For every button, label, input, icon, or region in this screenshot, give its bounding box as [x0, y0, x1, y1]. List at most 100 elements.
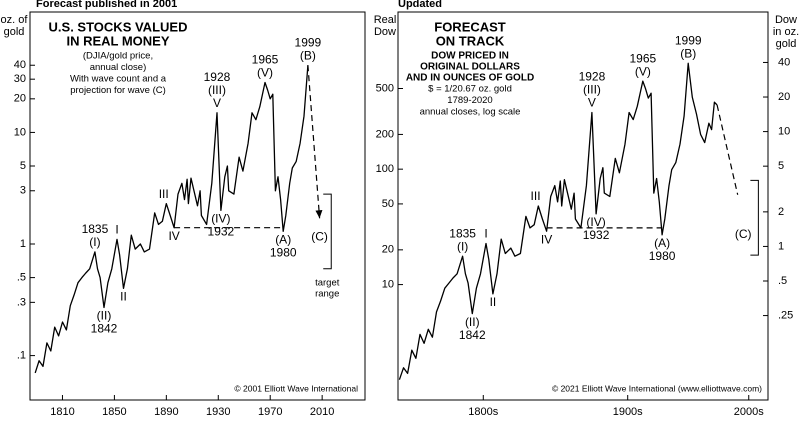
wave-label: 1932 [583, 228, 610, 242]
target-range-label: target [315, 277, 340, 288]
chart-subtitle: ORIGINAL DOLLARS [420, 62, 520, 73]
x-tick-label: 1970 [258, 406, 282, 418]
wave-label: 1999 [675, 33, 702, 47]
y-tick-label: 100 [376, 163, 394, 175]
projection-line [716, 104, 739, 195]
plot-frame [29, 11, 366, 401]
y-tick-label: 5 [20, 160, 26, 172]
y-tick-label: 200 [376, 128, 394, 140]
wave-label: (C) [311, 229, 328, 243]
y-tick-label: 20 [382, 244, 394, 256]
y-tick-label: .3 [17, 296, 26, 308]
wave-label: (II) [465, 315, 480, 329]
wave-label: (II) [97, 309, 112, 323]
y2-tick-label: 10 [778, 125, 790, 137]
x-tick-label: 1900s [613, 406, 643, 418]
y2-tick-label: 2 [778, 206, 784, 218]
wave-label: III [531, 189, 541, 203]
wave-label: 1842 [91, 322, 118, 336]
chart-note: (DJIA/gold price, [83, 51, 153, 62]
y-tick-label: .5 [17, 272, 26, 284]
x-tick-label: 2000s [734, 406, 764, 418]
chart-note: $ = 1/20.67 oz. gold [428, 84, 512, 95]
wave-label: I [115, 223, 118, 237]
x-tick-label: 1930 [206, 406, 230, 418]
y2-tick-label: 1 [778, 240, 784, 252]
wave-label: 1835 [449, 226, 476, 240]
wave-label: IV [541, 232, 552, 246]
y2-tick-label: 20 [778, 91, 790, 103]
y-axis-label: Real [374, 14, 397, 26]
y-tick-label: .1 [17, 350, 26, 362]
wave-label: 1932 [208, 225, 235, 239]
wave-label: 1965 [629, 51, 656, 65]
y-axis-label: gold [4, 26, 25, 38]
copyright: © 2001 Elliott Wave International [234, 383, 358, 393]
y2-tick-label: .25 [778, 309, 793, 321]
y-tick-label: 20 [14, 93, 26, 105]
y2-tick-label: 5 [778, 160, 784, 172]
wave-label: 1928 [579, 70, 606, 84]
y-tick-label: 3 [20, 185, 26, 197]
data-line [34, 65, 309, 374]
wave-label: (B) [300, 48, 316, 62]
x-tick-label: 1850 [102, 406, 126, 418]
wave-label: III [159, 187, 169, 201]
data-line [398, 62, 718, 380]
y-tick-label: 10 [382, 278, 394, 290]
wave-label: (IV) [211, 212, 230, 226]
wave-label: 1965 [252, 53, 279, 67]
x-tick-label: 1800s [468, 406, 498, 418]
wave-label: V [213, 96, 221, 110]
wave-label: 1999 [295, 35, 322, 49]
wave-label: V [588, 96, 596, 110]
wave-label: (A) [654, 236, 670, 250]
y2-tick-label: 40 [778, 56, 790, 68]
plot-frame [397, 11, 769, 401]
wave-label: (B) [680, 46, 696, 60]
wave-label: IV [168, 229, 179, 243]
y-axis-label: Dow [374, 26, 396, 38]
target-range-label: range [315, 288, 339, 299]
target-range-bracket [750, 179, 759, 256]
y-tick-label: 500 [376, 82, 394, 94]
x-tick-label: 2010 [310, 406, 334, 418]
panel-heading: Updated [398, 0, 442, 10]
y2-axis-label: gold [776, 38, 797, 50]
wave-label: (C) [735, 227, 752, 241]
wave-label: 1928 [204, 70, 231, 84]
chart-note: With wave count and a [70, 74, 167, 85]
y-tick-label: 50 [382, 198, 394, 210]
chart-note: 1789-2020 [447, 95, 492, 106]
wave-label: II [490, 295, 497, 309]
projection-line [307, 65, 321, 219]
y2-tick-label: .5 [778, 275, 787, 287]
arrow-head [315, 210, 323, 219]
chart-title: U.S. STOCKS VALUED [49, 19, 188, 34]
chart-title: FORECAST [434, 19, 506, 34]
x-tick-label: 1810 [50, 406, 74, 418]
y-tick-label: 10 [14, 126, 26, 138]
wave-label: 1980 [649, 249, 676, 263]
y2-axis-label: Dow [775, 14, 797, 26]
y2-axis-label: in oz. [773, 26, 799, 38]
wave-label: II [120, 290, 127, 304]
copyright: © 2021 Elliott Wave International (www.e… [552, 383, 762, 393]
wave-label: (I) [89, 235, 100, 249]
x-tick-label: 1890 [154, 406, 178, 418]
wave-label: (V) [635, 64, 651, 78]
chart-title: ON TRACK [436, 33, 505, 48]
chart-subtitle: DOW PRICED IN [431, 51, 509, 62]
wave-label: 1980 [270, 245, 297, 259]
wave-label: (IV) [586, 215, 605, 229]
wave-label: (III) [208, 83, 226, 97]
wave-label: I [484, 227, 487, 241]
wave-label: 1835 [82, 222, 109, 236]
y-tick-label: 30 [14, 73, 26, 85]
chart-note: projection for wave (C) [70, 85, 166, 96]
wave-label: (A) [275, 232, 291, 246]
y-axis-label: oz. of [1, 14, 29, 26]
target-range-bracket [323, 193, 332, 270]
y-tick-label: 1 [20, 238, 26, 250]
